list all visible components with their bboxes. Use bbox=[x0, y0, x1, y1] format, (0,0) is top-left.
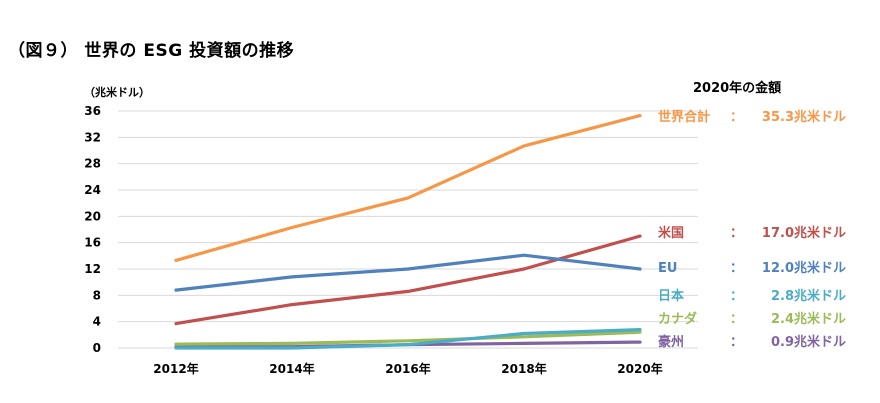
x-tick-labels: 2012年 2014年 2016年 2018年 2020年 bbox=[153, 361, 662, 376]
y-tick-label: 8 bbox=[93, 288, 101, 302]
legend-separator: ： bbox=[730, 226, 744, 241]
legend-row: 豪州 ： 0.9兆米ドル bbox=[658, 335, 846, 351]
legend-row: 世界合計 ： 35.3兆米ドル bbox=[658, 110, 846, 126]
legend-series-name: 日本 bbox=[658, 289, 685, 304]
legend-series-name: 米国 bbox=[658, 226, 685, 241]
series-line-2 bbox=[174, 253, 642, 292]
chart-title: （図９） 世界の ESG 投資額の推移 bbox=[8, 41, 295, 61]
legend-unit: 兆米ドル bbox=[794, 335, 847, 350]
x-tick-label: 2016年 bbox=[385, 361, 430, 376]
legend-unit: 兆米ドル bbox=[794, 226, 847, 241]
legend-separator: ： bbox=[730, 110, 744, 125]
y-tick-label: 0 bbox=[93, 341, 101, 355]
legend-value: 12.0 bbox=[761, 261, 794, 276]
value-legend: 世界合計： 35.3兆米ドル 米国： 17.0兆米ドル EU： 12.0兆米ドル 日本： 2.… bbox=[658, 0, 880, 403]
grid-lines bbox=[118, 110, 698, 349]
legend-unit: 兆米ドル bbox=[794, 261, 847, 276]
y-axis-unit-label: （兆米ドル） bbox=[84, 86, 150, 99]
legend-separator: ： bbox=[730, 261, 744, 276]
legend-row: EU ： 12.0兆米ドル bbox=[658, 261, 846, 277]
legend-series-name: EU bbox=[658, 261, 678, 276]
legend-separator: ： bbox=[730, 289, 744, 304]
legend-unit: 兆米ドル bbox=[794, 289, 847, 304]
y-tick-label: 32 bbox=[84, 130, 101, 144]
legend-row: カナダ ： 2.4兆米ドル bbox=[658, 312, 846, 328]
legend-unit: 兆米ドル bbox=[794, 312, 847, 327]
y-tick-label: 28 bbox=[84, 157, 101, 171]
legend-series-name: 世界合計 bbox=[658, 110, 711, 125]
series-line-1 bbox=[174, 234, 642, 326]
series-line-0 bbox=[174, 113, 642, 262]
legend-unit: 兆米ドル bbox=[794, 110, 847, 125]
legend-heading: 2020年の金額 bbox=[693, 81, 782, 96]
legend-series-name: 豪州 bbox=[658, 335, 685, 350]
legend-value: 35.3 bbox=[761, 110, 794, 125]
legend-series-name: カナダ bbox=[658, 312, 698, 327]
x-tick-label: 2012年 bbox=[153, 361, 198, 376]
y-tick-label: 24 bbox=[84, 183, 101, 197]
legend-value: 17.0 bbox=[761, 226, 794, 241]
x-tick-label: 2018年 bbox=[501, 361, 546, 376]
legend-row: 米国 ： 17.0兆米ドル bbox=[658, 226, 846, 242]
legend-value: 2.4 bbox=[770, 312, 794, 327]
y-tick-label: 36 bbox=[84, 104, 101, 118]
y-tick-labels: 0 4 8 12 16 20 24 28 32 36 bbox=[84, 104, 101, 355]
legend-separator: ： bbox=[730, 335, 744, 350]
legend-value: 2.8 bbox=[770, 289, 794, 304]
series-lines bbox=[174, 113, 642, 350]
y-tick-label: 20 bbox=[84, 209, 101, 223]
series-line-4 bbox=[174, 330, 642, 346]
y-tick-label: 16 bbox=[84, 236, 101, 250]
x-tick-label: 2020年 bbox=[617, 361, 662, 376]
series-line-3 bbox=[174, 328, 642, 350]
y-tick-label: 12 bbox=[84, 262, 101, 276]
y-tick-label: 4 bbox=[93, 315, 101, 329]
legend-separator: ： bbox=[730, 312, 744, 327]
legend-value: 0.9 bbox=[770, 335, 794, 350]
legend-row: 日本 ： 2.8兆米ドル bbox=[658, 289, 846, 305]
x-tick-label: 2014年 bbox=[269, 361, 314, 376]
